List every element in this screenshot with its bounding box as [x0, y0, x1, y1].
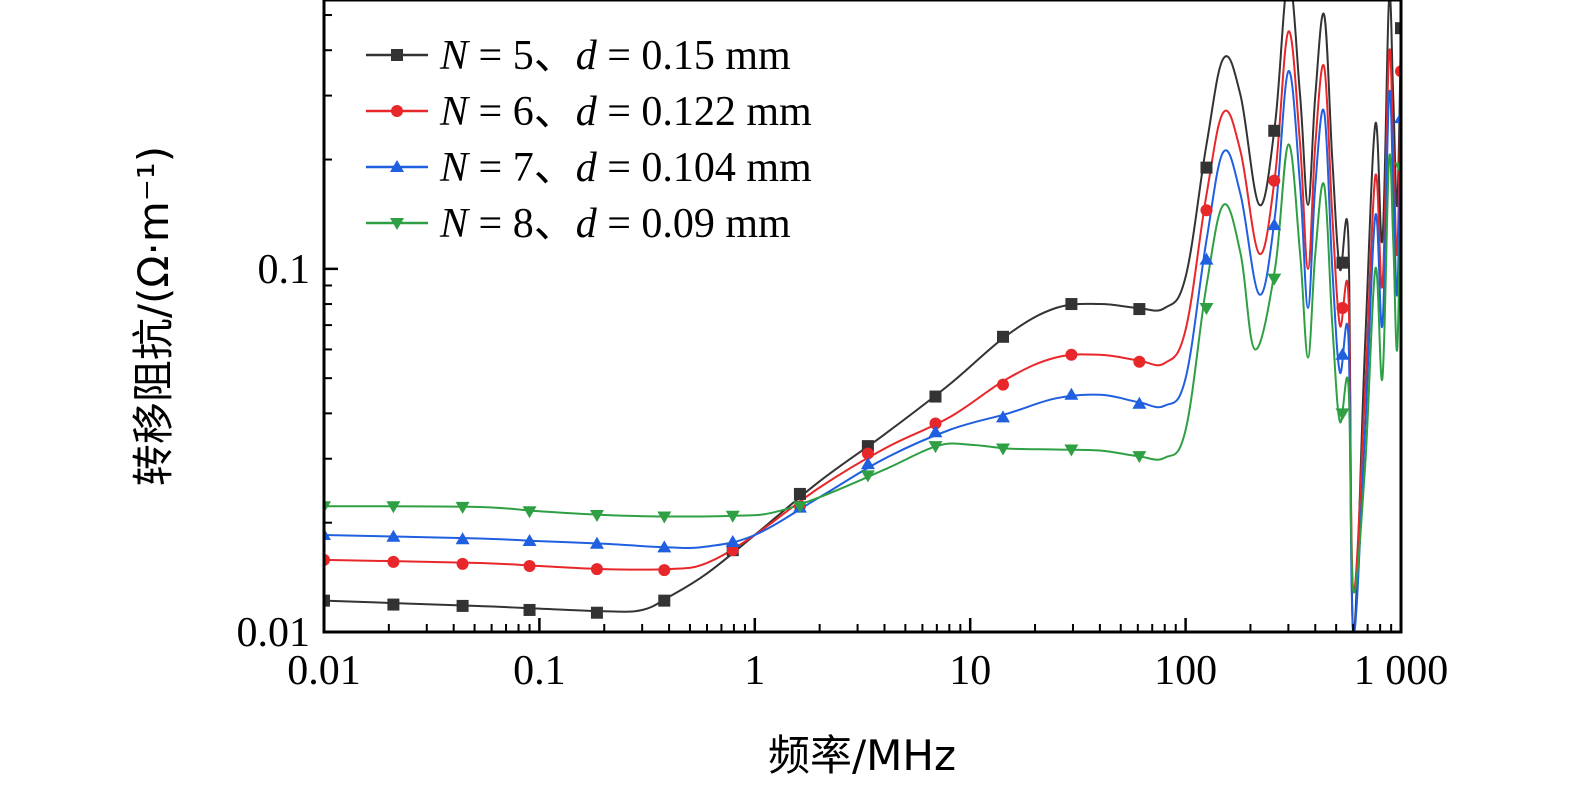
data-point-series-1	[590, 606, 603, 619]
legend-label: N = 6、d = 0.122 mm	[439, 89, 812, 135]
legend-marker	[391, 49, 403, 61]
data-point-series-2	[997, 378, 1010, 391]
data-point-series-2	[726, 544, 739, 557]
data-point-series-3	[928, 425, 943, 438]
data-point-series-3	[1199, 252, 1214, 265]
data-point-series-4	[386, 501, 401, 514]
data-point-series-1	[324, 594, 330, 607]
data-point-series-1	[387, 598, 400, 611]
data-point-series-1	[1336, 256, 1349, 269]
data-point-series-2	[1268, 174, 1281, 187]
y-axis: 0.01 0.1	[237, 14, 338, 656]
x-tick-label: 1	[744, 648, 765, 694]
x-axis: 0.01 0.1 1 10 100 1 000	[287, 618, 1448, 694]
legend-label: N = 8、d = 0.09 mm	[439, 201, 791, 247]
data-point-series-3	[1394, 111, 1401, 124]
data-point-series-2	[1336, 302, 1349, 315]
data-point-series-4	[657, 511, 672, 524]
data-point-series-2	[861, 447, 874, 460]
y-axis-title: 转移阻抗/(Ω·m⁻¹)	[129, 146, 178, 486]
data-point-series-3	[522, 534, 537, 547]
data-point-series-4	[792, 501, 807, 514]
data-point-series-3	[386, 529, 401, 542]
data-point-series-1	[456, 599, 469, 612]
legend-item-3: N = 7、d = 0.104 mm	[366, 145, 812, 191]
data-point-series-1	[523, 603, 536, 616]
data-point-series-1	[658, 594, 671, 607]
x-tick-label: 1 000	[1354, 648, 1449, 694]
data-point-series-1	[929, 390, 942, 403]
data-point-series-4	[589, 509, 604, 522]
data-point-series-3	[725, 534, 740, 547]
data-point-series-4	[1132, 451, 1147, 464]
data-point-series-3	[1267, 218, 1282, 231]
data-point-series-2	[523, 559, 536, 572]
data-point-series-1	[1268, 124, 1281, 137]
data-point-series-4	[522, 506, 537, 519]
data-point-series-4	[1064, 444, 1079, 457]
x-tick-label: 0.01	[287, 648, 361, 694]
data-point-series-2	[929, 417, 942, 430]
data-point-series-3	[455, 532, 470, 545]
x-tick-label: 100	[1154, 648, 1217, 694]
x-axis-title: 频率/MHz	[768, 731, 956, 780]
data-point-series-1	[1395, 22, 1401, 35]
data-point-series-2	[1065, 348, 1078, 361]
legend-item-1: N = 5、d = 0.15 mm	[366, 33, 791, 79]
legend-marker	[391, 105, 403, 117]
legend: N = 5、d = 0.15 mm N = 6、d = 0.122 mm N = 7…	[366, 33, 812, 247]
data-point-series-4	[455, 501, 470, 514]
x-tick-label: 10	[949, 648, 991, 694]
data-point-series-4	[928, 441, 943, 454]
data-point-series-3	[1335, 347, 1350, 360]
series-curves	[324, 0, 1401, 632]
data-point-series-2	[1133, 355, 1146, 368]
legend-marker	[390, 218, 404, 230]
data-point-series-3	[1064, 387, 1079, 400]
data-point-series-1	[997, 330, 1010, 343]
data-point-series-1	[1065, 298, 1078, 311]
data-point-series-3	[589, 536, 604, 549]
data-point-series-3	[1132, 396, 1147, 409]
data-point-series-3	[860, 457, 875, 470]
legend-item-4: N = 8、d = 0.09 mm	[366, 201, 791, 247]
plot-frame	[322, 0, 1403, 634]
data-point-series-4	[1199, 303, 1214, 316]
legend-marker	[390, 160, 404, 172]
legend-label: N = 7、d = 0.104 mm	[439, 145, 812, 191]
series-line-1	[324, 0, 1401, 632]
y-tick-label: 0.01	[237, 610, 311, 656]
data-point-series-1	[1133, 303, 1146, 316]
data-point-series-4	[1267, 273, 1282, 286]
data-point-series-4	[1394, 162, 1401, 175]
data-point-series-2	[387, 555, 400, 568]
data-point-series-4	[725, 510, 740, 523]
series-markers	[324, 22, 1401, 619]
data-point-series-2	[1200, 204, 1213, 217]
data-point-series-2	[590, 563, 603, 576]
data-point-series-4	[996, 443, 1011, 456]
data-point-series-3	[996, 410, 1011, 423]
data-point-series-1	[1200, 161, 1213, 174]
data-point-series-3	[657, 540, 672, 553]
data-point-series-1	[793, 487, 806, 500]
data-point-series-4	[1335, 408, 1350, 421]
legend-item-2: N = 6、d = 0.122 mm	[366, 89, 812, 135]
data-point-series-2	[658, 564, 671, 577]
data-point-series-3	[324, 527, 331, 540]
series-line-2	[324, 30, 1401, 594]
data-point-series-2	[456, 557, 469, 570]
data-point-series-4	[860, 470, 875, 483]
data-point-series-4	[324, 501, 331, 514]
y-tick-label: 0.1	[258, 247, 311, 293]
x-tick-label: 0.1	[513, 648, 566, 694]
legend-label: N = 5、d = 0.15 mm	[439, 33, 791, 79]
